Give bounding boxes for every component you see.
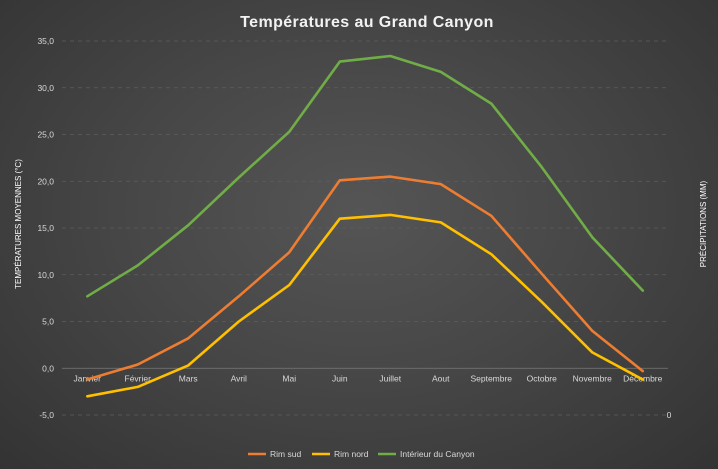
legend-label: Intérieur du Canyon [400,449,475,459]
legend-label: Rim sud [270,449,301,459]
y2-axis-ticks: 0 [667,410,672,420]
x-tick-label: Septembre [470,373,512,383]
series-lines [86,54,645,398]
series-line [86,175,645,381]
series-line [86,54,645,298]
x-tick-label: Juin [332,373,348,383]
series-line [86,213,645,398]
y-tick-label: 15,0 [37,223,54,233]
y2-axis-title: PRÉCIPITATIONS (MM) [699,180,708,267]
y-tick-label: 20,0 [37,176,54,186]
x-tick-label: Mai [282,373,296,383]
y-tick-label: 0,0 [42,363,54,373]
y2-tick-label: 0 [667,410,672,420]
x-tick-label: Aout [432,373,450,383]
y-axis-ticks: -5,0 0,0 5,0 10,0 15,0 20,0 25,0 30,0 35,0 [37,36,54,420]
x-tick-label: Novembre [573,373,612,383]
y-tick-label: 35,0 [37,36,54,46]
chart-title: Températures au Grand Canyon [240,14,494,31]
x-tick-label: Avril [231,373,247,383]
y-tick-label: 25,0 [37,130,54,140]
x-tick-label: Octobre [527,373,558,383]
legend: Rim sud Rim nord Intérieur du Canyon [248,449,475,459]
x-tick-label: Juillet [379,373,401,383]
y-tick-label: 30,0 [37,83,54,93]
y-axis-title: TEMPÉRATURES MOYENNES (°C) [14,159,23,289]
x-tick-label: Février [125,373,152,383]
y-tick-label: 10,0 [37,270,54,280]
y-tick-label: -5,0 [39,410,54,420]
legend-label: Rim nord [334,449,369,459]
x-tick-label: Mars [179,373,198,383]
x-axis-ticks: Janvier Février Mars Avril Mai Juin Juillet Aou… [74,373,663,383]
y-tick-label: 5,0 [42,317,54,327]
gridlines [62,40,668,416]
